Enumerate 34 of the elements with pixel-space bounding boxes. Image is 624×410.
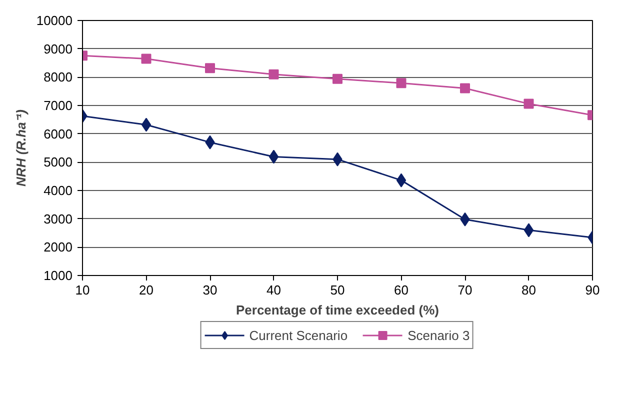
point	[524, 223, 534, 238]
x-tick-label: 50	[330, 282, 345, 298]
y-tick-label: 6000	[44, 126, 72, 142]
x-tick-label: 40	[266, 282, 281, 298]
point	[268, 69, 279, 80]
point	[396, 78, 406, 88]
x-tick-label: 20	[139, 282, 154, 298]
x-tick-label: 10	[75, 282, 90, 298]
x-tick-label: 30	[202, 282, 218, 298]
x-tick-label: 90	[585, 282, 600, 298]
y-tick-label: 9000	[44, 41, 72, 56]
legend-label: Scenario 3	[408, 328, 470, 342]
y-tick-label: 3000	[44, 211, 72, 226]
point	[332, 74, 342, 84]
point	[141, 54, 152, 64]
point	[268, 150, 279, 164]
x-tick-label: 70	[458, 282, 472, 298]
point	[524, 98, 534, 109]
y-tick-label: 5000	[44, 154, 72, 170]
point	[460, 83, 470, 94]
y-tick-label: 7000	[44, 98, 72, 113]
point	[396, 173, 406, 188]
x-axis-title: Percentage of time exceeded (%)	[236, 302, 440, 318]
x-tick-label: 80	[522, 282, 536, 298]
y-tick-label: 1000	[44, 268, 72, 283]
x-tick-label: 60	[394, 282, 408, 298]
y-tick-label: 8000	[44, 70, 72, 85]
legend-label: Current Scenario	[249, 328, 348, 342]
point	[141, 118, 152, 132]
point	[205, 63, 215, 74]
y-tick-label: 2000	[44, 240, 72, 255]
y-tick-label: 4000	[44, 183, 72, 198]
y-tick-label: 10000	[36, 13, 73, 28]
y-axis-title: NRH (R.ha⁻¹)	[13, 110, 28, 186]
